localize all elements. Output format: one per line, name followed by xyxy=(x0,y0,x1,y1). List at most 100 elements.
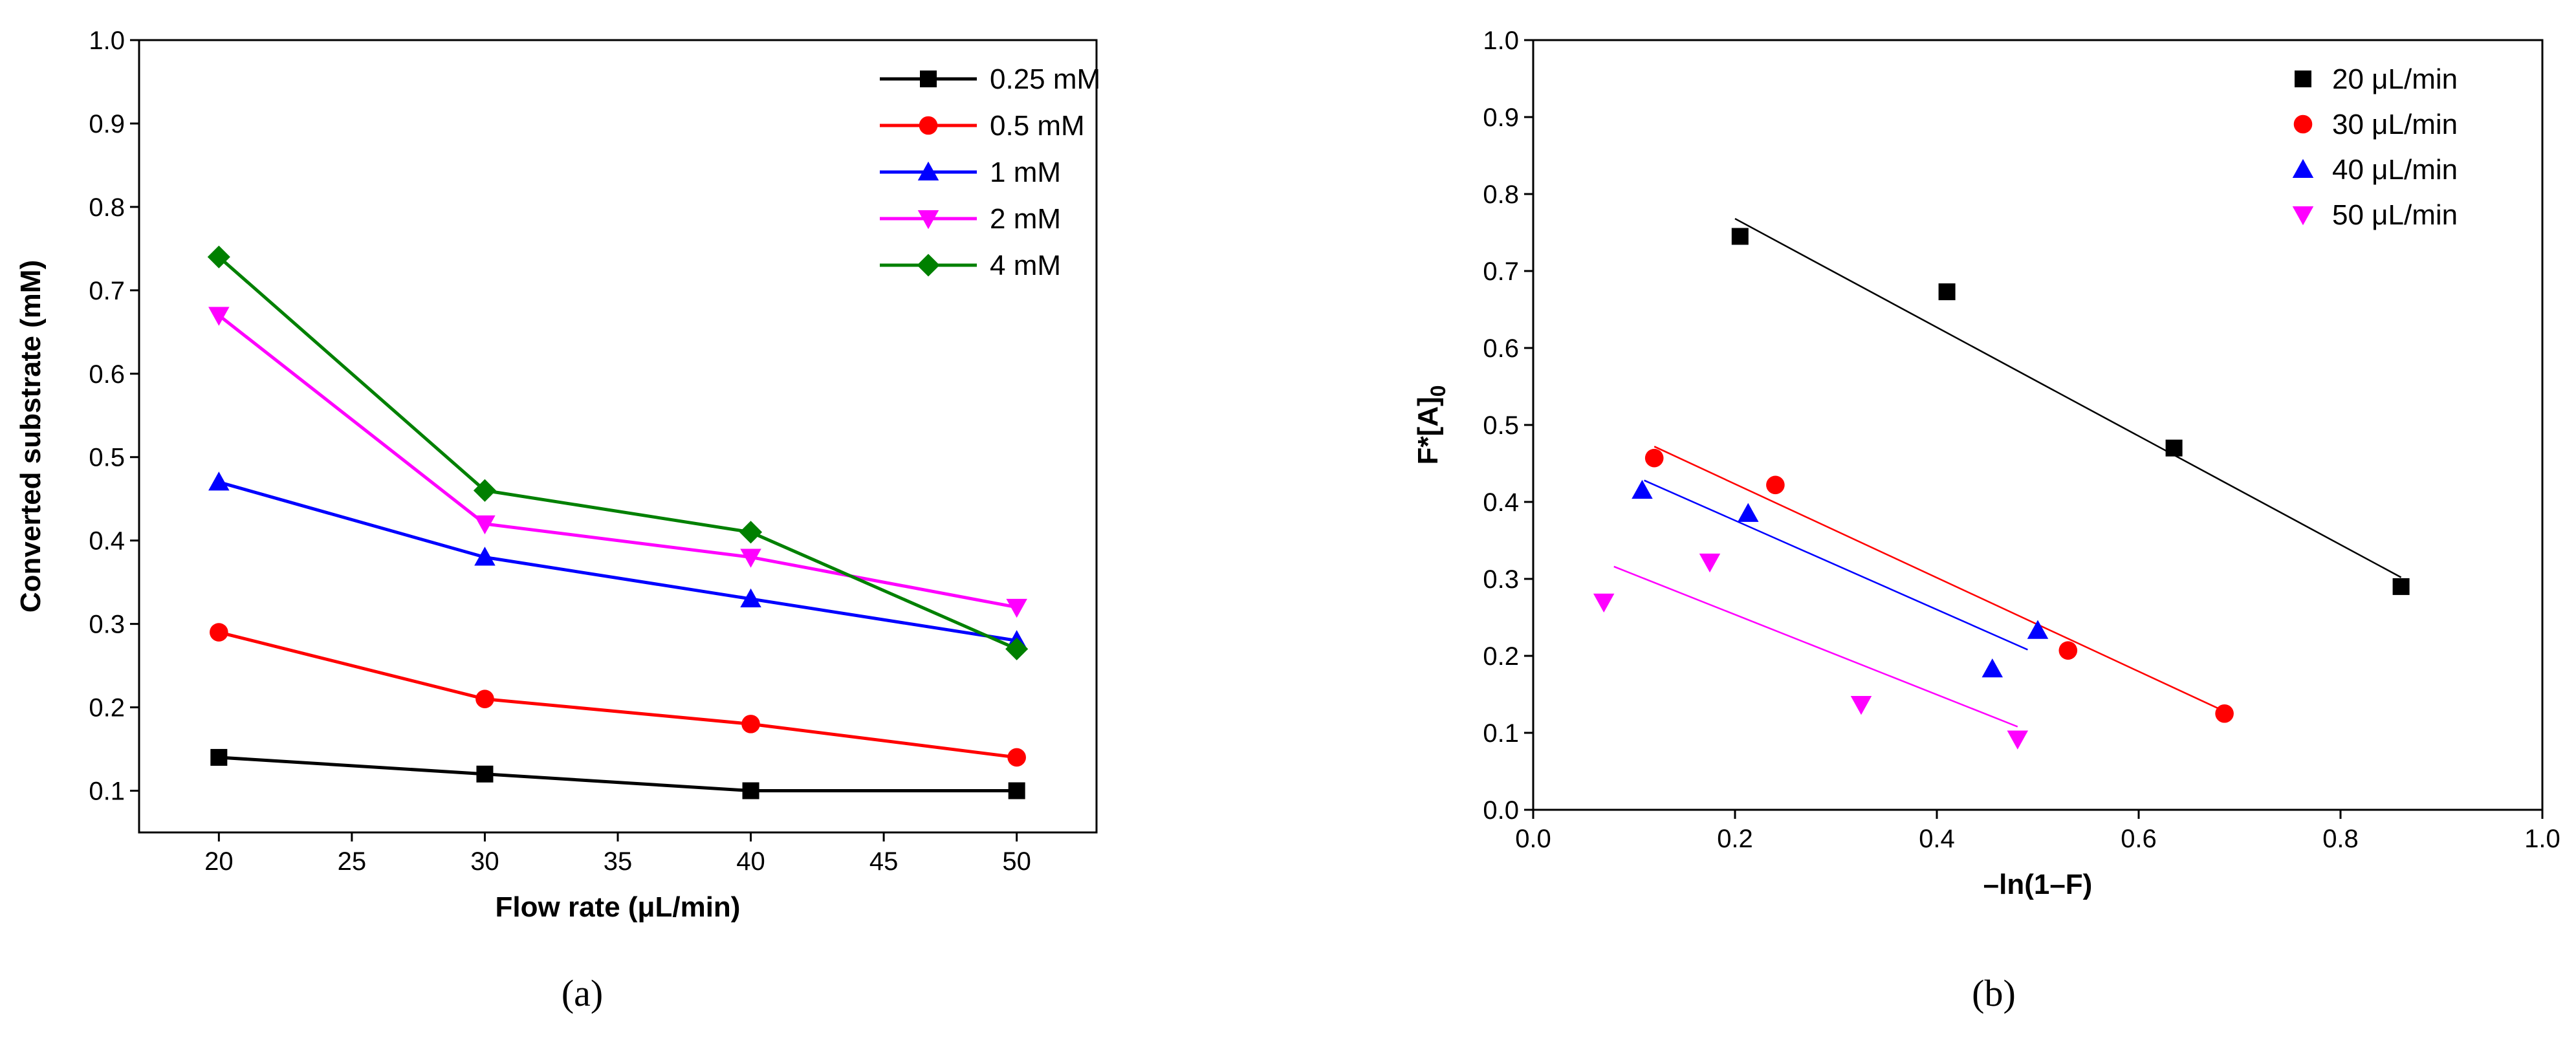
data-point xyxy=(1006,598,1027,618)
y-tick-label: 0.4 xyxy=(89,527,125,556)
data-point xyxy=(1738,503,1759,522)
x-tick-label: 40 xyxy=(736,847,765,876)
y-tick-label: 0.0 xyxy=(1483,796,1519,825)
x-tick-label: 0.8 xyxy=(2322,825,2359,853)
caption-a: (a) xyxy=(562,972,603,1014)
x-tick-label: 20 xyxy=(204,847,234,876)
legend-marker xyxy=(2292,158,2314,178)
data-point xyxy=(474,547,496,566)
x-tick-label: 0.6 xyxy=(2121,825,2157,853)
y-tick-label: 0.1 xyxy=(89,777,125,806)
data-point xyxy=(1766,475,1785,495)
data-point xyxy=(742,782,759,799)
legend-label: 30 μL/min xyxy=(2332,109,2458,140)
plot-frame xyxy=(138,39,1098,834)
legend-label: 50 μL/min xyxy=(2332,199,2458,231)
y-tick-label: 0.8 xyxy=(89,193,125,222)
data-point xyxy=(1008,782,1025,799)
legend-label: 20 μL/min xyxy=(2332,63,2458,95)
y-axis-title-subscript: 0 xyxy=(1426,385,1450,397)
series-1 xyxy=(1644,446,2234,723)
legend-marker xyxy=(917,210,939,230)
data-point xyxy=(2165,439,2183,457)
data-point xyxy=(1632,479,1653,499)
y-axis-title: Converted substrate (mM) xyxy=(15,260,47,613)
legend-label: 0.5 mM xyxy=(990,110,1085,142)
legend-label: 0.25 mM xyxy=(990,63,1100,95)
data-point xyxy=(1850,695,1872,715)
fit-line xyxy=(1644,479,2028,651)
legend-marker xyxy=(2295,71,2311,87)
data-point xyxy=(2215,704,2234,723)
caption-b: (b) xyxy=(1972,972,2016,1014)
x-tick-label: 30 xyxy=(470,847,499,876)
data-point xyxy=(473,479,496,502)
data-point xyxy=(2027,620,2049,639)
legend-marker xyxy=(2293,114,2313,134)
fit-line xyxy=(1734,217,2402,578)
series-0 xyxy=(1731,217,2410,595)
y-tick-label: 0.1 xyxy=(1483,719,1519,748)
series-2 xyxy=(1632,479,2049,678)
data-point xyxy=(1981,658,2003,678)
y-tick-label: 0.9 xyxy=(89,110,125,138)
legend: 20 μL/min 30 μL/min 40 μL/min 50 μL/min xyxy=(2292,63,2458,231)
series-line xyxy=(218,481,1018,642)
legend-marker xyxy=(919,116,938,135)
series-3 xyxy=(208,307,1027,618)
data-point xyxy=(476,765,494,783)
data-point xyxy=(1007,748,1026,767)
data-point xyxy=(210,748,228,766)
data-point xyxy=(475,689,494,708)
x-tick-label: 0.2 xyxy=(1717,825,1753,853)
x-tick-label: 45 xyxy=(869,847,899,876)
data-point xyxy=(1699,553,1721,573)
fit-line xyxy=(1654,446,2225,712)
y-axis-title-main: F*[A] xyxy=(1412,396,1444,464)
data-point xyxy=(1938,283,1956,301)
y-tick-label: 0.7 xyxy=(89,277,125,305)
data-point xyxy=(1005,637,1029,660)
legend-marker xyxy=(2292,206,2314,226)
y-tick-label: 0.4 xyxy=(1483,488,1519,517)
data-point xyxy=(1593,593,1615,613)
series-2 xyxy=(208,472,1027,649)
series-0 xyxy=(210,748,1025,799)
legend-label: 1 mM xyxy=(990,157,1061,188)
y-tick-label: 0.2 xyxy=(1483,642,1519,671)
data-point xyxy=(740,588,761,607)
data-point xyxy=(2392,578,2410,595)
legend-label: 4 mM xyxy=(990,250,1061,281)
series-line xyxy=(217,314,1018,609)
legend-label: 40 μL/min xyxy=(2332,154,2458,186)
x-tick-label: 25 xyxy=(338,847,367,876)
x-tick-label: 0.4 xyxy=(1919,825,1955,853)
y-tick-label: 0.9 xyxy=(1483,103,1519,132)
data-point xyxy=(740,548,761,568)
y-tick-label: 0.5 xyxy=(89,444,125,472)
legend-marker xyxy=(917,254,940,277)
y-tick-label: 0.6 xyxy=(89,360,125,389)
series-line xyxy=(219,755,1017,793)
chart-b: 0.0 0.2 0.4 0.6 0.8 1.0 0.0 0.1 0.2 0.3 0.4 0.5 0.6 0… xyxy=(1412,27,2560,900)
y-tick-label: 0.7 xyxy=(1483,257,1519,286)
data-point xyxy=(208,307,230,326)
data-point xyxy=(1731,228,1749,245)
y-tick-label: 0.5 xyxy=(1483,411,1519,440)
x-tick-label: 35 xyxy=(604,847,633,876)
data-point xyxy=(208,472,230,491)
y-tick-label: 1.0 xyxy=(1483,27,1519,55)
x-axis-title: Flow rate (μL/min) xyxy=(496,891,741,923)
legend-label: 2 mM xyxy=(990,203,1061,235)
series-line xyxy=(217,255,1018,651)
x-axis-title: –ln(1–F) xyxy=(1983,869,2093,900)
y-tick-label: 0.6 xyxy=(1483,334,1519,363)
y-tick-label: 0.8 xyxy=(1483,180,1519,209)
data-point xyxy=(1644,448,1664,468)
fit-line xyxy=(1613,565,2018,728)
y-tick-label: 0.3 xyxy=(89,611,125,639)
series-1 xyxy=(210,623,1026,767)
data-point xyxy=(207,245,230,268)
legend-marker xyxy=(920,71,937,87)
